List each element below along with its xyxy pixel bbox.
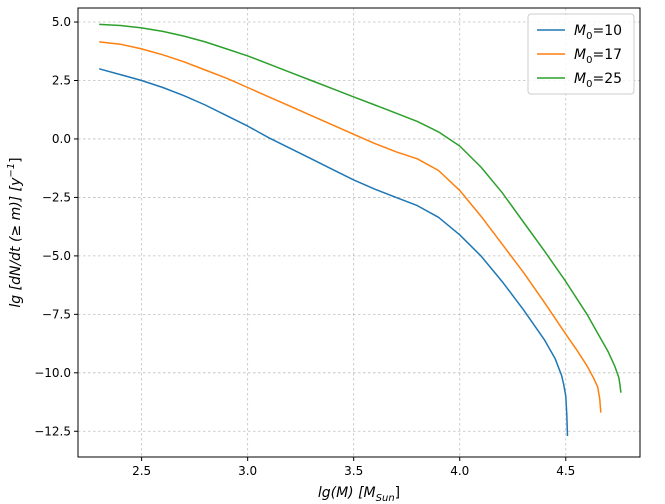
legend-label-end: =25 — [592, 71, 622, 87]
y-axis: 5.0 2.5 0.0 −2.5 −5.0 −7.5 −10.0 −12.5 — [34, 15, 78, 438]
y-tick-label: 5.0 — [52, 15, 71, 29]
y-axis-label-sup: −1 — [6, 163, 17, 178]
y-axis-label-main: lg [dN/dt (≥ m)] [y — [8, 177, 24, 308]
x-axis: 2.5 3.0 3.5 4.0 4.5 — [132, 457, 575, 478]
x-axis-label-main: lg(M) [M — [318, 485, 376, 501]
y-axis-label-end: ] — [8, 157, 24, 162]
y-tick-label: −5.0 — [42, 249, 71, 263]
legend-label-sub: 0 — [586, 31, 592, 42]
legend-label-1: M0=17 — [574, 47, 622, 66]
plot-frame — [77, 7, 641, 458]
legend-label-sub: 0 — [586, 79, 592, 90]
legend-label-main: M — [574, 23, 586, 39]
series-line-1 — [99, 41, 602, 413]
y-tick-label: 2.5 — [52, 73, 71, 87]
legend-label-end: =10 — [592, 23, 622, 39]
y-axis-label: lg [dN/dt (≥ m)] [y−1] — [6, 157, 24, 307]
y-tick-label: −2.5 — [42, 190, 71, 204]
grid — [78, 8, 640, 457]
x-axis-label: lg(M) [MSun] — [318, 485, 400, 504]
legend-label-2: M0=25 — [574, 71, 622, 90]
y-tick-label: −7.5 — [42, 307, 71, 321]
y-tick-label: −10.0 — [34, 366, 71, 380]
legend-label-end: =17 — [592, 47, 622, 63]
x-axis-label-end: ] — [395, 485, 400, 501]
series-line-0 — [99, 68, 569, 437]
x-tick-label: 4.5 — [556, 464, 575, 478]
legend-box — [527, 13, 635, 95]
x-tick-label: 2.5 — [132, 464, 151, 478]
x-tick-label: 3.0 — [238, 464, 257, 478]
series-line-2 — [99, 23, 622, 393]
x-axis-label-sub: Sun — [376, 493, 395, 504]
legend-label-sub: 0 — [586, 55, 592, 66]
x-tick-label: 4.0 — [450, 464, 469, 478]
y-tick-label: −12.5 — [34, 424, 71, 438]
legend-label-main: M — [574, 47, 586, 63]
legend-label-main: M — [574, 71, 586, 87]
y-tick-label: 0.0 — [52, 132, 71, 146]
legend-label-0: M0=10 — [574, 23, 622, 42]
x-tick-label: 3.5 — [344, 464, 363, 478]
series-layer — [99, 23, 622, 437]
